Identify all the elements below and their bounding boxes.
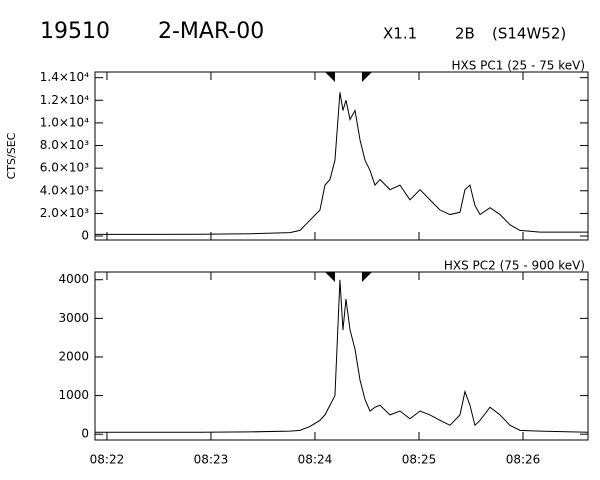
flare-location: (S14W52) [492,25,566,43]
y-tick-label: 1.0×10⁴ [40,115,89,129]
y-tick-label: 1.2×10⁴ [40,93,89,107]
y-tick-label: 4000 [58,272,89,286]
x-tick-label: 08:22 [90,453,125,467]
count-rate-line [95,92,588,235]
plot-frame [94,271,589,441]
interval-marker [361,72,372,82]
y-tick-label: 1.4×10⁴ [40,70,89,84]
x-tick-label: 08:24 [298,453,333,467]
interval-marker [324,272,335,282]
y-axis-label: CTS/SEC [5,132,18,179]
y-tick-label: 0 [81,427,89,441]
flare-class: X1.1 [383,25,417,43]
flare-date: 2-MAR-00 [158,19,264,44]
y-tick-label: 6.0×10³ [40,161,89,175]
x-tick-label: 08:25 [402,453,437,467]
y-tick-label: 8.0×10³ [40,138,89,152]
panel-label: HXS PC1 (25 - 75 keV) [451,59,585,73]
panel-label: HXS PC2 (75 - 900 keV) [444,259,585,273]
y-tick-label: 2.0×10³ [40,206,89,220]
plot-frame [94,71,589,241]
interval-marker [324,72,335,82]
y-tick-label: 0 [81,229,89,243]
interval-marker [361,272,372,282]
y-tick-label: 1000 [58,388,89,402]
y-tick-label: 2000 [58,349,89,363]
optical-class: 2B [455,25,475,43]
count-rate-line [95,279,589,433]
y-tick-label: 4.0×10³ [40,183,89,197]
flare-id: 19510 [40,19,110,44]
x-tick-label: 08:23 [194,453,229,467]
y-tick-label: 3000 [58,311,89,325]
x-tick-label: 08:26 [506,453,541,467]
